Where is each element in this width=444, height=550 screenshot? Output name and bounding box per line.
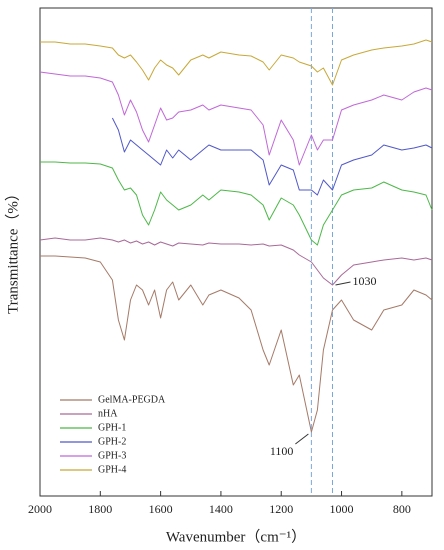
legend-label: GPH-4 <box>98 464 126 475</box>
series-line <box>39 71 433 166</box>
x-tick-label: 2000 <box>28 502 52 516</box>
plot-frame <box>39 7 433 497</box>
legend-label: GelMA-PEGDA <box>98 394 166 405</box>
series-line <box>40 39 433 86</box>
x-tick-label: 1600 <box>149 502 173 516</box>
x-tick-label: 1200 <box>269 502 293 516</box>
series-line <box>40 255 433 433</box>
series-line <box>39 237 433 286</box>
legend-label: GPH-3 <box>98 450 126 461</box>
annotation: 1100 <box>270 444 294 458</box>
x-tick-label: 1800 <box>88 502 112 516</box>
x-tick-label: 1400 <box>209 502 233 516</box>
series-line <box>111 117 433 196</box>
x-tick-label: 800 <box>393 502 411 516</box>
legend-label: GPH-1 <box>98 422 126 433</box>
legend-label: GPH-2 <box>98 436 126 447</box>
legend-label: nHA <box>98 408 118 419</box>
y-axis-label: Transmittance（%） <box>4 186 21 314</box>
x-tick-label: 1000 <box>330 502 354 516</box>
x-axis-label: Wavenumber（cm⁻¹） <box>166 528 306 545</box>
series-line <box>40 161 433 246</box>
annotation-leader <box>295 433 309 445</box>
annotation: 1030 <box>352 274 376 288</box>
annotation-leader <box>335 281 351 286</box>
